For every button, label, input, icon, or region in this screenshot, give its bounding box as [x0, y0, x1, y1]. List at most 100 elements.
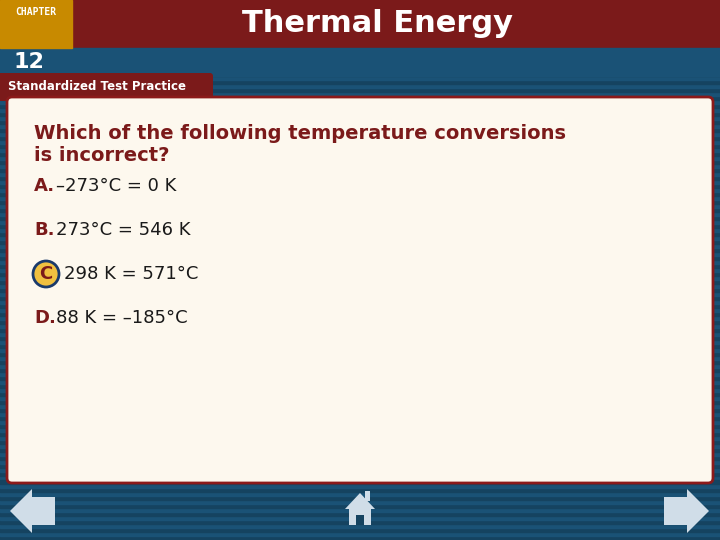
- Bar: [0, 360, 720, 364]
- Bar: [0, 356, 720, 360]
- Bar: [0, 440, 720, 444]
- Text: C: C: [40, 265, 53, 283]
- Bar: [0, 468, 720, 472]
- Bar: [0, 32, 720, 36]
- Bar: [0, 204, 720, 208]
- Bar: [0, 268, 720, 272]
- Bar: [0, 80, 720, 84]
- Bar: [0, 0, 72, 48]
- Bar: [0, 516, 720, 520]
- Bar: [0, 228, 720, 232]
- Bar: [0, 480, 720, 484]
- Bar: [0, 316, 720, 320]
- Bar: [0, 448, 720, 452]
- Bar: [0, 536, 720, 540]
- Bar: [0, 236, 720, 240]
- Bar: [0, 216, 720, 220]
- Bar: [0, 504, 720, 508]
- Bar: [0, 264, 720, 268]
- Bar: [0, 200, 720, 204]
- Text: B.: B.: [34, 221, 55, 239]
- Bar: [0, 352, 720, 356]
- Bar: [0, 284, 720, 288]
- Bar: [0, 16, 720, 20]
- Bar: [0, 400, 720, 404]
- FancyBboxPatch shape: [7, 97, 713, 483]
- Bar: [0, 276, 720, 280]
- Bar: [0, 68, 720, 72]
- Bar: [0, 208, 720, 212]
- Bar: [0, 84, 720, 88]
- Bar: [0, 124, 720, 128]
- Text: 273°C = 546 K: 273°C = 546 K: [56, 221, 191, 239]
- Bar: [0, 96, 720, 100]
- Bar: [0, 256, 720, 260]
- Bar: [0, 196, 720, 200]
- Bar: [349, 509, 371, 525]
- Bar: [0, 476, 720, 480]
- Bar: [0, 100, 720, 104]
- Bar: [0, 76, 720, 80]
- Bar: [0, 328, 720, 332]
- Bar: [0, 372, 720, 376]
- Bar: [0, 120, 720, 124]
- Text: 88 K = –185°C: 88 K = –185°C: [56, 309, 188, 327]
- Bar: [0, 512, 720, 516]
- Bar: [0, 36, 720, 40]
- Bar: [0, 224, 720, 228]
- Bar: [0, 424, 720, 428]
- Bar: [0, 0, 720, 48]
- Bar: [0, 92, 720, 96]
- Bar: [0, 368, 720, 372]
- Bar: [0, 240, 720, 244]
- Bar: [0, 304, 720, 308]
- Bar: [0, 184, 720, 188]
- Bar: [0, 452, 720, 456]
- Bar: [0, 380, 720, 384]
- Bar: [0, 520, 720, 524]
- Bar: [0, 508, 720, 512]
- Bar: [0, 24, 720, 28]
- Bar: [0, 312, 720, 316]
- Text: 298 K = 571°C: 298 K = 571°C: [64, 265, 199, 283]
- Text: is incorrect?: is incorrect?: [34, 146, 169, 165]
- Text: CHAPTER: CHAPTER: [15, 7, 57, 17]
- Bar: [0, 244, 720, 248]
- Bar: [0, 500, 720, 504]
- Bar: [0, 416, 720, 420]
- Bar: [0, 296, 720, 300]
- Circle shape: [33, 261, 59, 287]
- Text: Which of the following temperature conversions: Which of the following temperature conve…: [34, 124, 566, 143]
- Bar: [0, 344, 720, 348]
- Bar: [0, 420, 720, 424]
- Bar: [0, 524, 720, 528]
- Bar: [0, 248, 720, 252]
- Bar: [0, 252, 720, 256]
- Bar: [0, 504, 720, 508]
- Bar: [0, 464, 720, 468]
- Bar: [0, 404, 720, 408]
- Bar: [0, 12, 720, 16]
- Bar: [0, 480, 720, 484]
- Bar: [0, 48, 720, 76]
- Text: 12: 12: [14, 52, 45, 72]
- Bar: [0, 532, 720, 536]
- Bar: [0, 536, 720, 540]
- Bar: [0, 412, 720, 416]
- Bar: [0, 192, 720, 196]
- Bar: [0, 444, 720, 448]
- Bar: [0, 496, 720, 500]
- Bar: [0, 336, 720, 340]
- Bar: [0, 364, 720, 368]
- Bar: [0, 384, 720, 388]
- Bar: [0, 152, 720, 156]
- Bar: [0, 376, 720, 380]
- Polygon shape: [32, 497, 55, 525]
- Text: Standardized Test Practice: Standardized Test Practice: [8, 80, 186, 93]
- Bar: [0, 48, 720, 52]
- Bar: [0, 456, 720, 460]
- Bar: [0, 436, 720, 440]
- Bar: [0, 528, 720, 532]
- Bar: [0, 272, 720, 276]
- Bar: [0, 260, 720, 264]
